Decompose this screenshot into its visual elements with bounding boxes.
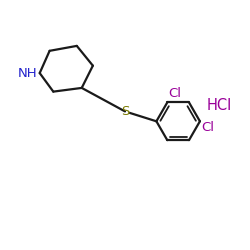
Text: S: S [121,105,129,118]
Text: NH: NH [18,66,37,80]
Text: Cl: Cl [201,121,214,134]
Text: Cl: Cl [168,87,181,100]
Text: HCl: HCl [206,98,232,113]
